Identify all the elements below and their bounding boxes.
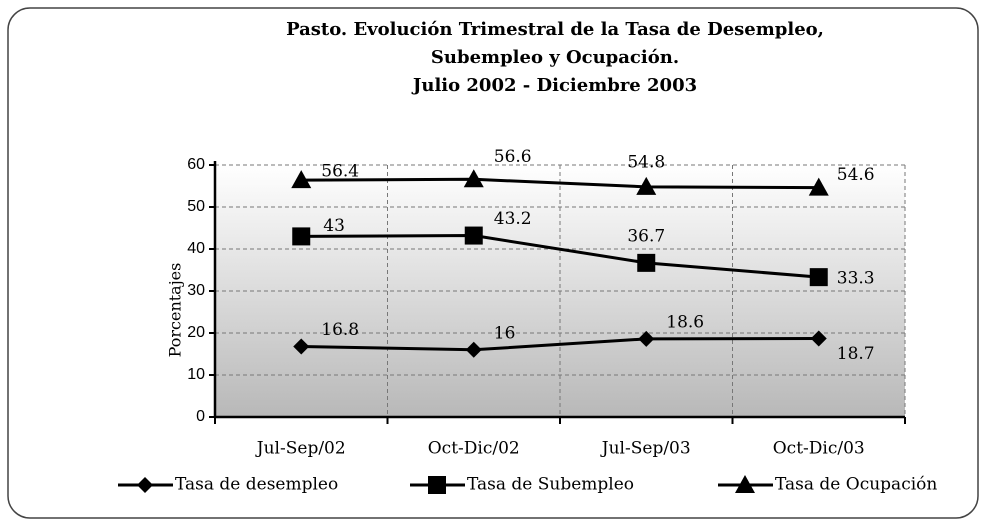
point [291, 170, 312, 189]
point [636, 176, 657, 195]
y-axis-label: Porcentajes [166, 263, 185, 358]
data-label: 54.6 [837, 165, 875, 185]
series-line [301, 234, 819, 279]
point [810, 330, 827, 347]
y-tick-label: 10 [187, 366, 205, 383]
y-tick-label: 50 [187, 198, 205, 215]
x-tick-label: Oct-Dic/03 [773, 439, 865, 459]
data-label: 33.3 [837, 269, 875, 289]
data-label: 18.7 [837, 344, 875, 364]
y-tick-label: 40 [187, 240, 205, 257]
y-tick-label: 60 [187, 156, 205, 173]
point [464, 226, 483, 245]
data-label: 18.6 [666, 312, 704, 332]
x-tick-label: Jul-Sep/03 [600, 439, 691, 459]
point [465, 341, 482, 358]
point [293, 338, 310, 355]
point [292, 227, 311, 246]
chart-title: Pasto. Evolución Trimestral de la Tasa d… [286, 19, 824, 40]
legend-label: Tasa de Subempleo [467, 475, 634, 495]
legend-marker [735, 475, 755, 493]
data-label: 56.4 [321, 162, 359, 182]
data-label: 54.8 [627, 152, 665, 172]
y-tick-label: 20 [187, 324, 205, 341]
data-label: 36.7 [627, 226, 665, 246]
series-line [301, 177, 819, 190]
data-label: 56.6 [494, 147, 532, 167]
x-tick-label: Oct-Dic/02 [428, 439, 520, 459]
point [637, 253, 656, 272]
point [638, 330, 655, 347]
chart-title: Julio 2002 - Diciembre 2003 [411, 75, 697, 96]
point [809, 268, 828, 287]
y-tick-label: 0 [196, 408, 205, 425]
legend-marker [428, 476, 446, 494]
chart-title: Subempleo y Ocupación. [431, 47, 679, 68]
legend-marker [137, 477, 153, 493]
data-label: 43.2 [494, 209, 532, 229]
series-line [301, 336, 819, 352]
legend-label: Tasa de Ocupación [775, 475, 937, 495]
x-tick-label: Jul-Sep/02 [255, 439, 346, 459]
legend-label: Tasa de desempleo [175, 475, 338, 495]
data-label: 16.8 [321, 320, 359, 340]
point [808, 177, 829, 196]
data-label: 16 [494, 323, 516, 343]
point [463, 169, 484, 188]
data-label: 43 [323, 216, 345, 236]
y-tick-label: 30 [187, 282, 205, 299]
